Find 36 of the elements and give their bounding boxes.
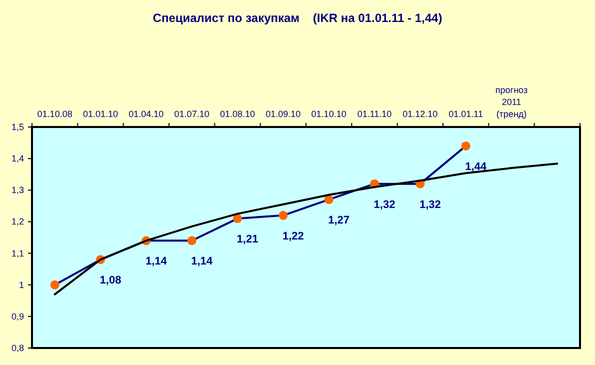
data-label: 1,22: [282, 230, 304, 242]
x-tick-label: 01.08.10: [220, 109, 256, 119]
y-tick-label: 1,3: [11, 185, 24, 196]
x-tick-label: 01.01.10: [82, 109, 118, 119]
y-tick-label: 0,8: [11, 343, 24, 353]
y-tick-label: 1,5: [11, 122, 24, 132]
point: [233, 214, 242, 224]
point: [50, 280, 60, 290]
x-tick-label: 01.12.10: [402, 109, 438, 119]
point: [324, 195, 334, 204]
data-label: 1,32: [419, 198, 441, 211]
point: [461, 141, 470, 150]
point: [278, 210, 288, 220]
x-tick-label: 01.07.10: [174, 109, 210, 119]
x-tick-label: 01.10.08: [37, 109, 72, 119]
y-tick-label: 0,9: [11, 311, 24, 322]
data-label: 1,44: [465, 160, 488, 173]
data-label: 1,32: [374, 198, 396, 211]
x-tick-label: 01.01.11: [448, 109, 484, 119]
x-tick-label: 01.04.10: [128, 109, 164, 119]
y-tick-label: 1,2: [11, 216, 24, 227]
point: [187, 236, 196, 246]
y-tick-label: 1,1: [11, 248, 24, 258]
data-label: 1,08: [100, 274, 122, 287]
y-tick-label: 1,4: [11, 154, 24, 164]
data-label: 1,14: [145, 256, 168, 268]
data-label: 1,27: [328, 214, 350, 227]
data-label: 1,21: [236, 234, 258, 246]
chart-title: Специалист по закупкам (IKR на 01.01.11 - 1,44): [152, 11, 442, 25]
x-tick-label: 01.09.10: [266, 109, 301, 119]
data-label: 1,14: [191, 256, 214, 268]
x-tick-label: 01.11.10: [357, 109, 392, 119]
y-tick-label: 1: [18, 280, 24, 290]
line-series: [54, 162, 558, 296]
x-tick-label: прогноз 2011 (тренд): [495, 85, 528, 119]
x-tick-label: 01.10.10: [311, 109, 346, 119]
